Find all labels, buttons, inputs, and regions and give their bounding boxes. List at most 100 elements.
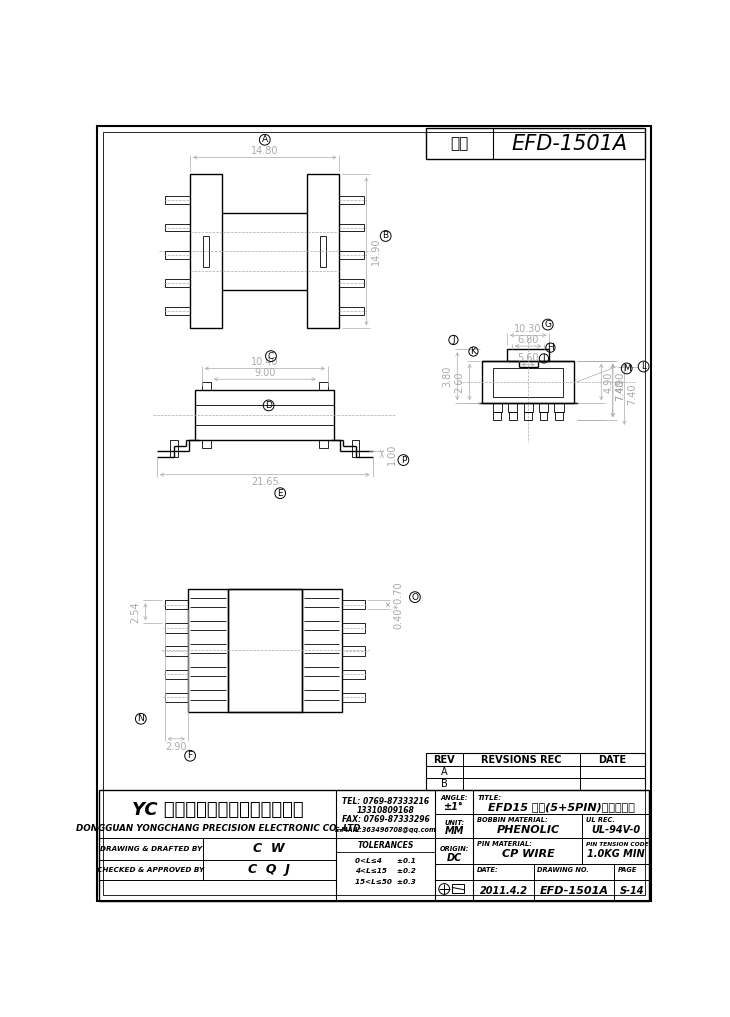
Text: TITLE:: TITLE: bbox=[477, 795, 502, 801]
Text: YC 东莞市涌昌电子实业有限公司: YC 东莞市涌昌电子实业有限公司 bbox=[132, 801, 304, 820]
Text: 21.65: 21.65 bbox=[251, 477, 279, 487]
Text: E-MAIL:363496708@qq.com: E-MAIL:363496708@qq.com bbox=[335, 828, 437, 834]
Bar bbox=[165, 669, 188, 678]
Bar bbox=[339, 307, 364, 314]
Bar bbox=[452, 885, 464, 893]
Text: B: B bbox=[441, 779, 447, 789]
Bar bbox=[165, 600, 188, 609]
Bar bbox=[342, 647, 365, 656]
Bar bbox=[319, 440, 328, 447]
Text: E: E bbox=[277, 489, 283, 497]
Text: DC: DC bbox=[447, 853, 462, 863]
Text: D: D bbox=[265, 401, 272, 410]
Text: REV: REV bbox=[434, 755, 455, 765]
Bar bbox=[342, 669, 365, 678]
Bar bbox=[342, 623, 365, 633]
Text: 6.80: 6.80 bbox=[518, 335, 539, 345]
Text: F: F bbox=[188, 752, 193, 761]
Bar bbox=[352, 440, 359, 457]
Bar bbox=[196, 390, 334, 440]
Text: H: H bbox=[547, 343, 554, 352]
Text: MM: MM bbox=[445, 826, 464, 836]
Bar bbox=[508, 403, 518, 412]
Bar bbox=[99, 790, 649, 901]
Text: ANGLE:: ANGLE: bbox=[440, 795, 468, 801]
Bar bbox=[319, 382, 328, 390]
Text: 2.90: 2.90 bbox=[166, 741, 187, 752]
Bar bbox=[166, 307, 190, 314]
Text: EFD-1501A: EFD-1501A bbox=[539, 886, 608, 896]
Bar bbox=[165, 623, 188, 633]
Text: EFD15 卧式(5+5PIN)海鸥脚加高: EFD15 卧式(5+5PIN)海鸥脚加高 bbox=[488, 802, 634, 813]
Bar bbox=[524, 412, 532, 420]
Text: 5.60: 5.60 bbox=[518, 354, 539, 363]
Bar bbox=[493, 368, 563, 397]
Text: PIN TENSION CODE:: PIN TENSION CODE: bbox=[586, 842, 651, 847]
Text: 0<L≤4      ±0.1: 0<L≤4 ±0.1 bbox=[356, 858, 416, 864]
Text: A: A bbox=[262, 135, 268, 144]
Text: 9.00: 9.00 bbox=[254, 368, 275, 378]
Text: S-14: S-14 bbox=[620, 886, 644, 896]
Text: 0.40*0.70: 0.40*0.70 bbox=[393, 581, 403, 629]
Text: M: M bbox=[623, 364, 631, 373]
Text: 7.40: 7.40 bbox=[615, 379, 626, 401]
Text: G: G bbox=[545, 320, 551, 330]
Text: TOLERANCES: TOLERANCES bbox=[358, 841, 414, 850]
Text: PIN MATERIAL:: PIN MATERIAL: bbox=[477, 841, 532, 847]
Text: DRAWING & DRAFTED BY: DRAWING & DRAFTED BY bbox=[100, 846, 202, 852]
Text: PHENOLIC: PHENOLIC bbox=[496, 826, 559, 835]
Bar bbox=[339, 196, 364, 203]
Bar bbox=[523, 403, 533, 412]
Text: C: C bbox=[268, 352, 274, 361]
Bar bbox=[339, 279, 364, 287]
Bar bbox=[555, 412, 563, 420]
Bar bbox=[342, 600, 365, 609]
Text: PAGE: PAGE bbox=[618, 868, 637, 874]
Bar bbox=[165, 693, 188, 702]
Text: ±1°: ±1° bbox=[445, 801, 464, 812]
Text: 7.40: 7.40 bbox=[627, 383, 637, 405]
Text: 2.60: 2.60 bbox=[455, 371, 464, 393]
Bar bbox=[339, 224, 364, 232]
Text: 4<L≤15    ±0.2: 4<L≤15 ±0.2 bbox=[356, 869, 416, 875]
Bar bbox=[342, 693, 365, 702]
Bar bbox=[228, 589, 301, 712]
Bar bbox=[339, 251, 364, 259]
Bar bbox=[507, 349, 549, 361]
Bar bbox=[539, 403, 548, 412]
Text: C  W: C W bbox=[253, 842, 285, 855]
Text: ORIGIN:: ORIGIN: bbox=[439, 846, 469, 852]
Text: DONGGUAN YONGCHANG PRECISION ELECTRONIC CO.,LTD: DONGGUAN YONGCHANG PRECISION ELECTRONIC … bbox=[76, 825, 360, 833]
Text: 1.00: 1.00 bbox=[387, 443, 397, 465]
Text: BOBBIN MATERIAL:: BOBBIN MATERIAL: bbox=[477, 817, 548, 823]
Bar bbox=[493, 412, 502, 420]
Text: 型号: 型号 bbox=[450, 136, 469, 152]
Bar bbox=[166, 279, 190, 287]
Text: L: L bbox=[641, 362, 646, 371]
Bar bbox=[166, 251, 190, 259]
Text: CHECKED & APPROVED BY: CHECKED & APPROVED BY bbox=[97, 866, 204, 873]
Text: J: J bbox=[452, 336, 455, 345]
Bar bbox=[482, 361, 575, 403]
Text: 2.54: 2.54 bbox=[131, 601, 140, 622]
Text: CP WIRE: CP WIRE bbox=[502, 848, 554, 858]
Text: DATE:: DATE: bbox=[477, 868, 499, 874]
Text: C  Q  J: C Q J bbox=[247, 863, 290, 877]
Text: TEL: 0769-87333216: TEL: 0769-87333216 bbox=[342, 796, 429, 805]
Bar bbox=[509, 412, 517, 420]
Text: 14.80: 14.80 bbox=[251, 145, 279, 156]
Text: REVSIONS REC: REVSIONS REC bbox=[481, 755, 561, 765]
Text: 4.90: 4.90 bbox=[615, 371, 626, 393]
Text: 2011.4.2: 2011.4.2 bbox=[480, 886, 528, 896]
Text: P: P bbox=[401, 456, 406, 465]
Text: FAX: 0769-87333296: FAX: 0769-87333296 bbox=[342, 816, 429, 824]
Bar bbox=[190, 174, 223, 328]
Bar bbox=[170, 440, 178, 457]
Text: 14.90: 14.90 bbox=[372, 238, 382, 265]
Text: DRAWING NO.: DRAWING NO. bbox=[537, 868, 589, 874]
Text: 1.0KG MIN: 1.0KG MIN bbox=[587, 848, 645, 858]
Text: 10.40: 10.40 bbox=[251, 357, 279, 367]
Bar bbox=[301, 589, 342, 712]
Text: UNIT:: UNIT: bbox=[444, 820, 464, 826]
Bar bbox=[493, 403, 502, 412]
